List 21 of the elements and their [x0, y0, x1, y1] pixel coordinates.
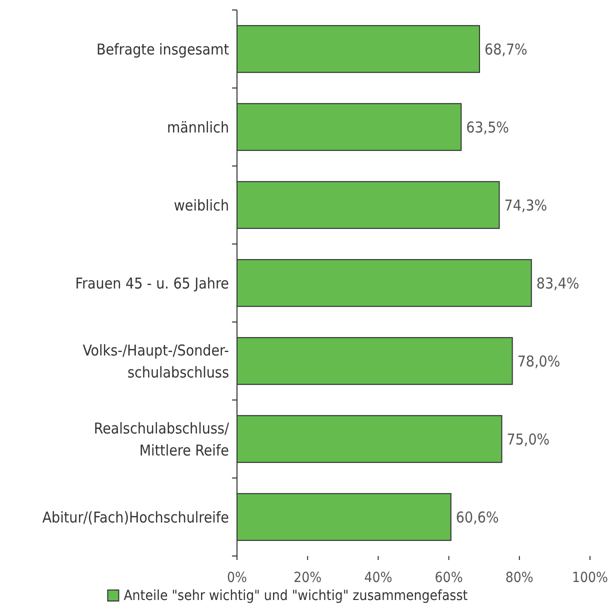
y-tick-label: männlich	[167, 118, 229, 136]
y-tick-label: Abitur/(Fach)Hochschulreife	[42, 508, 229, 526]
data-label: 74,3%	[504, 196, 548, 214]
x-tick-label: 60%	[434, 570, 463, 586]
x-tick-label: 80%	[505, 570, 534, 586]
y-tick-label: Volks-/Haupt-/Sonder- schulabschluss	[82, 341, 230, 382]
data-label: 60,6%	[456, 508, 499, 526]
x-tick-label: 20%	[294, 570, 322, 586]
data-label: 68,7%	[484, 40, 528, 58]
data-label: 78,0%	[517, 352, 560, 370]
data-label: 83,4%	[536, 274, 580, 292]
y-tick-label: Realschulabschluss/ Mittlere Reife	[94, 419, 230, 460]
y-tick-label: Befragte insgesamt	[96, 40, 229, 58]
y-tick-label: weiblich	[174, 196, 229, 214]
x-tick-label: 40%	[364, 570, 392, 586]
data-label: 63,5%	[466, 118, 510, 136]
legend-label: Anteile "sehr wichtig" und "wichtig" zusammengefasst	[124, 588, 468, 604]
y-tick-label: Frauen 45 - u. 65 Jahre	[75, 274, 229, 292]
x-tick-label: 0%	[227, 570, 248, 586]
data-label: 75,0%	[506, 430, 550, 448]
x-tick-label: 100%	[572, 570, 608, 586]
